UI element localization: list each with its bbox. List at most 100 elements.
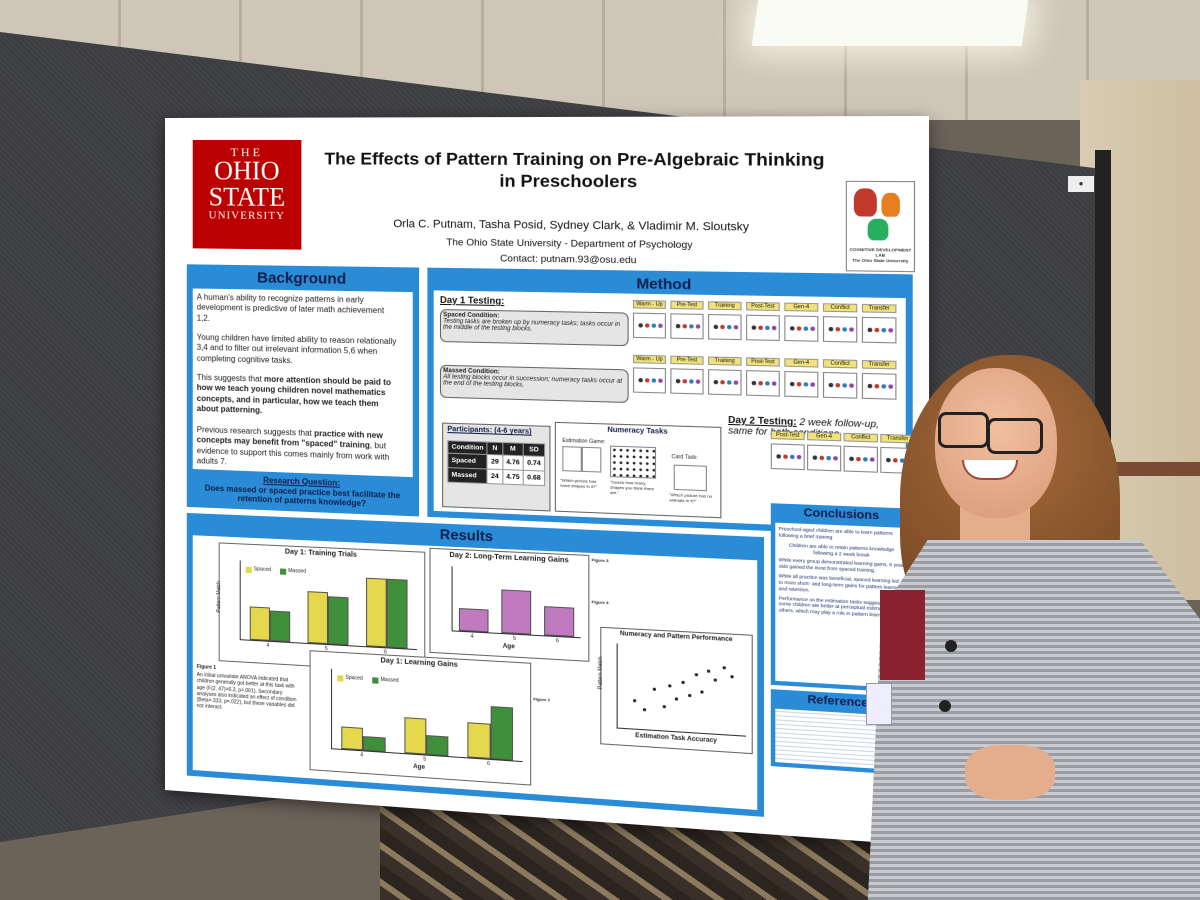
x-tick-label: 6: [487, 761, 490, 767]
table-cell: 4.76: [502, 455, 523, 470]
authors: Orla C. Putnam, Tasha Posid, Sydney Clar…: [316, 217, 835, 234]
scatter-point: [681, 681, 684, 684]
estimation-question-2: "Guess how many shapes you think there a…: [610, 479, 658, 497]
red-hand-icon: [854, 188, 877, 216]
stimulus-shape: [645, 378, 649, 382]
background-p4: Previous research suggests that practice…: [197, 425, 401, 474]
blazer-button: [939, 700, 951, 712]
stimulus-shape: [886, 458, 891, 462]
stimulus-shape: [676, 379, 680, 383]
card-task-question: "Which picture has no animals in it?": [669, 492, 713, 504]
phase-label: Pre-Test: [670, 356, 703, 365]
stimulus-shape: [714, 325, 718, 329]
stimulus-shape: [752, 325, 756, 329]
legend-label: Massed: [381, 677, 399, 684]
figure1-label: Figure 1: [197, 664, 216, 671]
stimulus-shape: [829, 327, 834, 331]
bar: [501, 589, 531, 634]
card-task-label: Card Task:: [671, 454, 697, 461]
stimulus-shape: [658, 324, 662, 328]
logo-text-state: STATE: [193, 184, 302, 211]
poster-title: The Effects of Pattern Training on Pre-A…: [316, 148, 835, 194]
figure2-label: Figure 2: [533, 696, 550, 702]
table-cell: 0.74: [523, 456, 544, 471]
participants-label: Participants: (4-6 years): [447, 426, 531, 436]
stimulus-shape: [645, 323, 649, 327]
stimulus-shape: [783, 454, 788, 458]
stimulus-shape: [797, 382, 802, 386]
stimulus-shape: [683, 324, 687, 328]
stimulus-shape: [696, 379, 700, 383]
bar: [270, 611, 290, 642]
stimulus-shape: [790, 455, 795, 459]
stimulus-shape: [734, 380, 738, 384]
x-tick-label: 5: [513, 636, 516, 642]
figure3-label: Figure 3: [592, 557, 609, 563]
figure1-caption: An initial univariate ANOVA indicated th…: [197, 672, 302, 716]
stimulus-shape: [893, 458, 898, 462]
stimulus-shape: [863, 457, 868, 461]
massed-condition-box: Massed Condition: All testing blocks occu…: [440, 365, 629, 403]
background-p3: This suggests that more attention should…: [197, 373, 401, 421]
stimulus-shape: [856, 457, 861, 461]
table-header-cell: M: [502, 443, 523, 456]
stimulus-shape: [836, 327, 841, 331]
bar: [249, 607, 269, 641]
phase-label: Training: [708, 301, 742, 310]
x-tick-label: 4: [471, 633, 474, 639]
legend-swatch: [246, 567, 252, 573]
table-cell: Massed: [448, 468, 487, 484]
method-panel: Method Day 1 Testing: Spaced Condition: T…: [427, 268, 912, 537]
stimulus-shape: [842, 327, 847, 331]
scatter-point: [701, 690, 704, 693]
phase-label: Gen-4: [784, 303, 818, 312]
stimulus-shape: [849, 383, 854, 387]
stimulus-shape: [676, 324, 680, 328]
estimation-game-label: Estimation Game:: [562, 438, 605, 446]
phase-label: Conflict: [823, 359, 857, 368]
bar: [544, 606, 574, 637]
bar: [459, 608, 489, 632]
stimulus-shape: [765, 381, 770, 385]
background-heading: Background: [187, 268, 419, 289]
phase-label: Gen-4: [807, 432, 841, 442]
phase-stimulus-card: [862, 317, 897, 344]
stimulus-shape: [776, 454, 781, 458]
bar: [404, 717, 426, 755]
phase-label: Post-Test: [746, 302, 780, 311]
stimulus-shape: [870, 457, 875, 461]
stimulus-shape: [638, 378, 642, 382]
phase-label: Pre-Test: [670, 301, 703, 310]
estimation-card-1: [562, 446, 581, 472]
legend-label: Spaced: [345, 675, 362, 682]
bar: [426, 735, 448, 756]
scatter-point: [707, 670, 710, 673]
day1-heading: Day 1 Testing:: [440, 295, 504, 306]
x-tick-label: 4: [267, 643, 270, 649]
table-cell: 24: [487, 469, 502, 484]
conclusion-3: While every group demonstrated learning …: [779, 557, 905, 575]
bar: [366, 578, 387, 648]
legend-swatch: [372, 677, 378, 684]
learning-gains-chart: Day 1: Learning Gains 4 5 6 Age Spaced Massed: [310, 650, 532, 785]
lab-name-line2: The Ohio State University: [847, 257, 914, 263]
conclusion-2: Children are able to retain patterns kno…: [779, 542, 905, 560]
osu-logo: THE OHIO STATE UNIVERSITY: [193, 140, 302, 250]
numeracy-heading: Numeracy Tasks: [556, 425, 720, 437]
long-term-gains-chart: Day 2: Long-Term Learning Gains 4 5 6 Age: [429, 548, 589, 662]
orange-hand-icon: [881, 193, 900, 217]
table-row: Massed 24 4.75 0.68: [448, 468, 545, 486]
phase-label: Transfer: [862, 304, 897, 313]
stimulus-shape: [810, 327, 815, 331]
conclusions-heading: Conclusions: [771, 505, 913, 523]
stimulus-shape: [813, 455, 818, 459]
person-hand: [965, 745, 1055, 800]
phase-stimulus-card: [670, 313, 703, 339]
research-poster: THE OHIO STATE UNIVERSITY The Effects of…: [165, 116, 929, 846]
stimulus-shape: [720, 325, 724, 329]
ceiling-light: [752, 0, 1028, 46]
stimulus-shape: [765, 326, 770, 330]
stimulus-shape: [888, 384, 893, 388]
stimulus-shape: [638, 323, 642, 327]
stimulus-shape: [727, 325, 731, 329]
